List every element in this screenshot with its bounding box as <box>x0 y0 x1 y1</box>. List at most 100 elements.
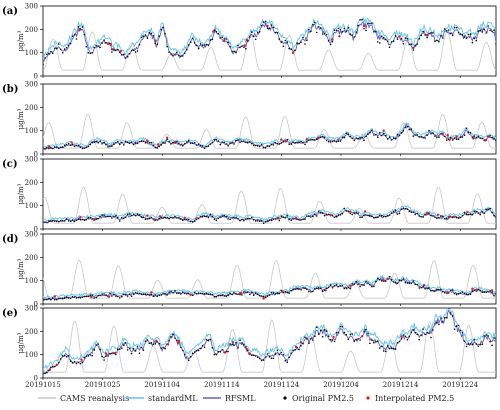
original-point <box>402 43 405 45</box>
original-point <box>233 344 235 347</box>
original-point <box>306 141 308 143</box>
original-point <box>449 289 452 292</box>
original-point <box>58 220 60 223</box>
y-tick-label: 100 <box>25 202 38 210</box>
original-point <box>123 144 125 146</box>
original-point <box>258 145 261 148</box>
original-point <box>304 336 306 339</box>
original-point <box>44 57 46 59</box>
original-point <box>126 295 129 297</box>
original-point <box>46 298 48 301</box>
original-point <box>327 140 330 143</box>
original-point <box>428 332 430 335</box>
original-point <box>50 220 52 222</box>
original-point <box>314 139 316 141</box>
original-point <box>144 293 147 295</box>
original-point <box>73 220 76 223</box>
original-point <box>69 42 72 45</box>
original-point <box>201 292 204 295</box>
original-point <box>442 321 444 323</box>
original-point <box>148 217 151 220</box>
original-point <box>124 57 127 59</box>
original-point <box>284 39 287 42</box>
y-tick-label: 100 <box>25 127 38 135</box>
original-point <box>209 143 212 145</box>
original-point <box>471 213 474 216</box>
original-point <box>404 281 407 284</box>
original-point <box>335 283 338 286</box>
original-point <box>168 217 170 220</box>
original-point <box>493 29 495 32</box>
original-point <box>329 43 332 46</box>
y-tick-label: 100 <box>25 277 38 285</box>
original-point <box>73 361 76 363</box>
original-point <box>221 141 223 143</box>
original-point <box>477 288 480 291</box>
original-point <box>268 27 271 30</box>
original-point <box>276 292 279 294</box>
original-point <box>388 136 391 138</box>
original-point <box>288 143 291 145</box>
original-point <box>272 144 275 146</box>
interpolated-point <box>490 289 494 292</box>
original-point <box>154 343 157 345</box>
original-point <box>128 53 131 55</box>
original-point <box>325 287 328 290</box>
original-point <box>465 293 468 295</box>
original-point <box>254 292 257 294</box>
original-point <box>280 41 283 43</box>
original-point <box>453 137 456 139</box>
original-point <box>229 46 231 48</box>
original-point <box>353 36 356 38</box>
original-point <box>91 52 93 54</box>
original-point <box>186 218 188 221</box>
original-point <box>363 139 365 141</box>
original-point <box>266 353 269 355</box>
interpolated-point <box>448 138 451 141</box>
original-point <box>308 290 310 293</box>
original-point <box>48 147 50 149</box>
original-point <box>184 353 186 356</box>
original-point <box>111 352 113 355</box>
original-point <box>467 33 470 36</box>
original-point <box>345 30 348 32</box>
original-point <box>312 24 314 26</box>
original-point <box>272 357 275 360</box>
original-point <box>256 293 259 295</box>
original-point <box>178 292 180 295</box>
original-point <box>241 342 243 344</box>
original-point <box>103 141 105 144</box>
legend-label: standardML <box>148 394 198 403</box>
original-point <box>438 216 440 219</box>
original-point <box>209 213 212 216</box>
original-point <box>365 135 367 138</box>
original-point <box>483 212 486 215</box>
original-point <box>225 295 227 298</box>
original-point <box>241 45 243 47</box>
original-point <box>331 339 334 341</box>
original-point <box>453 26 456 29</box>
original-point <box>168 339 170 342</box>
original-point <box>274 31 277 34</box>
interpolated-point <box>90 296 93 299</box>
original-point <box>428 32 430 35</box>
original-point <box>416 134 419 136</box>
original-point <box>182 55 184 57</box>
interpolated-point <box>245 38 248 41</box>
original-point <box>361 284 363 286</box>
original-point <box>132 293 135 296</box>
original-point <box>73 296 76 298</box>
original-point <box>420 136 423 138</box>
original-point <box>111 145 113 147</box>
original-point <box>308 28 310 31</box>
original-point <box>422 30 424 33</box>
original-point <box>249 141 251 143</box>
original-point <box>184 143 186 145</box>
original-point <box>217 294 220 297</box>
original-point <box>298 141 300 143</box>
interpolated-point <box>212 30 215 33</box>
original-point <box>406 208 409 210</box>
original-point <box>337 285 340 288</box>
original-point <box>430 289 432 292</box>
original-point <box>384 350 387 353</box>
